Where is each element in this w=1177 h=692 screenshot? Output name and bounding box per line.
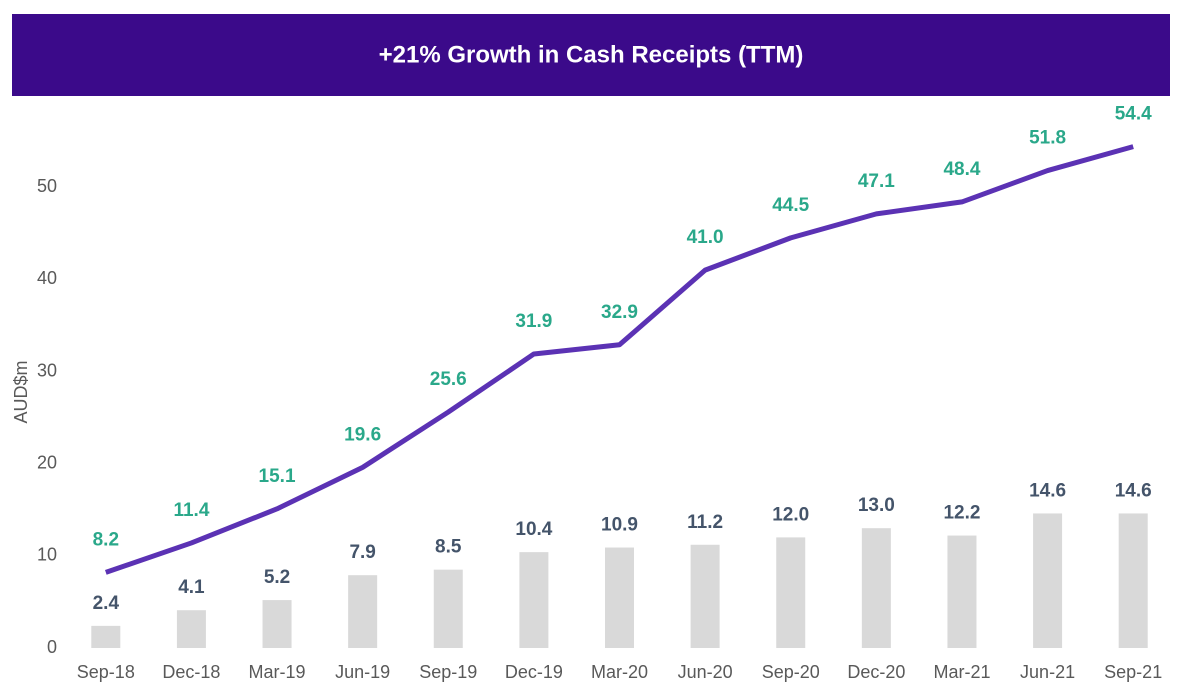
- bar: [91, 625, 121, 648]
- line-value-label: 54.4: [1115, 104, 1152, 125]
- bar-value-label: 2.4: [93, 593, 120, 614]
- bar: [690, 544, 720, 648]
- bar-value-label: 10.9: [601, 515, 638, 536]
- x-tick-label: Dec-19: [505, 662, 563, 682]
- y-tick-label: 50: [37, 176, 57, 196]
- x-tick-label: Jun-20: [678, 662, 733, 682]
- bar: [1118, 513, 1148, 648]
- bar-value-label: 4.1: [178, 577, 205, 598]
- bar-value-label: 11.2: [687, 512, 723, 533]
- chart-title: +21% Growth in Cash Receipts (TTM): [379, 41, 804, 68]
- bar: [776, 537, 806, 648]
- line-value-label: 41.0: [687, 227, 724, 248]
- line-value-label: 25.6: [430, 369, 467, 390]
- x-tick-label: Sep-21: [1104, 662, 1162, 682]
- x-tick-label: Mar-21: [933, 662, 990, 682]
- line-value-label: 8.2: [93, 529, 119, 550]
- title-banner: [12, 14, 1170, 96]
- bar-value-label: 12.0: [772, 504, 809, 525]
- bar: [176, 610, 206, 648]
- bar-value-label: 8.5: [435, 537, 462, 558]
- bar-value-label: 13.0: [858, 495, 895, 516]
- line-value-label: 11.4: [173, 500, 209, 521]
- x-tick-label: Sep-20: [762, 662, 820, 682]
- bar: [348, 575, 378, 648]
- x-tick-label: Dec-20: [847, 662, 905, 682]
- bar: [433, 569, 463, 648]
- line-value-label: 32.9: [601, 302, 638, 323]
- line-value-label: 48.4: [943, 159, 980, 180]
- x-tick-label: Mar-19: [249, 662, 306, 682]
- bar: [605, 547, 634, 648]
- bar-value-label: 14.6: [1029, 480, 1066, 501]
- line-value-label: 31.9: [515, 311, 552, 332]
- bar: [262, 600, 292, 648]
- bar: [947, 535, 977, 648]
- y-tick-label: 40: [37, 268, 57, 288]
- y-tick-label: 10: [37, 545, 57, 565]
- bar: [861, 528, 891, 648]
- line-value-label: 15.1: [259, 466, 296, 487]
- x-tick-label: Sep-19: [419, 662, 477, 682]
- bar: [1033, 513, 1063, 648]
- y-tick-label: 30: [37, 360, 57, 380]
- line-value-label: 47.1: [858, 171, 895, 192]
- bar-value-label: 12.2: [943, 503, 980, 524]
- bar-value-label: 10.4: [515, 519, 552, 540]
- line-value-label: 44.5: [772, 195, 809, 216]
- y-tick-label: 20: [37, 452, 57, 472]
- x-tick-label: Jun-21: [1020, 662, 1075, 682]
- line: [104, 144, 1134, 575]
- bar: [519, 552, 549, 648]
- x-tick-label: Dec-18: [162, 662, 220, 682]
- x-tick-label: Jun-19: [335, 662, 390, 682]
- x-tick-label: Mar-20: [591, 662, 648, 682]
- bar-value-label: 14.6: [1115, 480, 1152, 501]
- y-tick-label: 0: [47, 637, 57, 657]
- line-value-label: 51.8: [1029, 128, 1066, 149]
- y-axis-label: AUD$m: [11, 360, 31, 423]
- line-value-label: 19.6: [344, 424, 381, 445]
- bar-value-label: 5.2: [264, 567, 290, 588]
- x-tick-label: Sep-18: [77, 662, 135, 682]
- bar-value-label: 7.9: [349, 542, 375, 563]
